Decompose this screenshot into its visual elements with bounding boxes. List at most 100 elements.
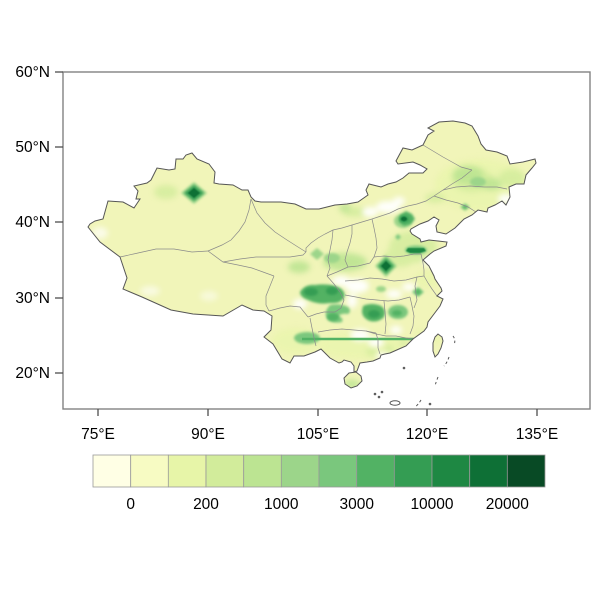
colorbar-tick-label: 3000 <box>339 496 374 513</box>
contour-patch <box>395 234 401 240</box>
contour-patch <box>324 253 340 263</box>
province-border <box>326 275 345 313</box>
contour-patch <box>415 329 425 337</box>
x-tick-label: 90°E <box>191 426 225 443</box>
contour-patch <box>406 248 426 253</box>
island-arc <box>443 356 450 367</box>
x-tick-label: 135°E <box>516 426 558 443</box>
colorbar-tick-label: 1000 <box>264 496 299 513</box>
contour-patch <box>344 380 360 388</box>
y-tick-label: 20°N <box>15 365 50 382</box>
province-border <box>265 275 275 312</box>
province-border <box>119 248 209 258</box>
province-border <box>305 169 473 252</box>
province-border <box>433 195 477 213</box>
island-arc <box>434 376 439 387</box>
province-border <box>222 251 307 263</box>
islet-dot <box>428 402 432 406</box>
island-arc <box>414 399 422 408</box>
colorbar-cell <box>469 454 508 488</box>
province-border <box>207 250 275 277</box>
province-border <box>344 294 411 302</box>
contour-patch <box>425 193 445 203</box>
no-data-patch <box>332 276 350 286</box>
contour-patch <box>399 339 409 347</box>
no-data-patch <box>140 286 160 296</box>
province-border <box>344 225 353 268</box>
coastlines <box>87 120 537 408</box>
x-tick-label: 120°E <box>406 426 448 443</box>
y-axis-labels: 60°N 50°N 40°N 30°N 20°N <box>15 64 50 382</box>
province-borders <box>119 144 508 355</box>
contour-patch <box>499 169 525 187</box>
no-data-patch <box>345 279 369 293</box>
contour-patch <box>304 288 318 296</box>
colorbar-cell <box>280 454 320 488</box>
colorbar-cell <box>393 454 433 488</box>
islet-dot <box>402 366 406 370</box>
y-tick-label: 50°N <box>15 139 50 156</box>
x-tick-label: 75°E <box>81 426 115 443</box>
no-data-patch <box>402 283 416 291</box>
plot-frame <box>62 71 591 410</box>
province-border <box>420 253 425 276</box>
patch-level-9 <box>406 248 426 253</box>
province-border <box>373 253 421 258</box>
island-arc <box>452 335 456 346</box>
colorbar-labels: 0 200 1000 3000 10000 20000 <box>126 496 529 513</box>
colorbar-cell <box>318 454 358 488</box>
colorbar-tick-label: 20000 <box>486 496 529 513</box>
no-data-patch <box>376 201 400 213</box>
province-border <box>207 198 252 252</box>
contour-patch <box>392 310 402 316</box>
contour-patch <box>326 287 338 295</box>
y-tick-label: 30°N <box>15 290 50 307</box>
no-data-patch <box>92 227 108 239</box>
contour-fill-layers <box>92 159 525 388</box>
province-border <box>365 330 414 340</box>
colorbar-cell <box>167 454 207 488</box>
no-data-patch <box>498 194 514 204</box>
no-data-patch <box>500 208 510 216</box>
contour-patch <box>376 286 386 292</box>
no-data-patch <box>362 207 378 217</box>
province-border <box>344 275 425 282</box>
no-data-patch <box>390 326 402 334</box>
islet-dot <box>373 392 377 396</box>
contour-patch <box>401 216 407 222</box>
no-data-patch <box>347 294 357 308</box>
no-data-patch <box>200 291 218 301</box>
contour-patch <box>339 204 351 212</box>
province-border <box>307 311 335 318</box>
y-tick-label: 60°N <box>15 64 50 81</box>
contour-patch <box>288 261 310 273</box>
islet-dot <box>380 390 384 394</box>
province-border <box>442 185 508 191</box>
contour-patch <box>368 310 380 318</box>
x-axis-labels: 75°E 90°E 105°E 120°E 135°E <box>81 426 558 443</box>
contour-patch <box>470 177 486 187</box>
islet-dot <box>377 395 381 399</box>
province-border <box>268 305 309 318</box>
province-border <box>309 317 317 347</box>
contour-patch <box>327 313 339 321</box>
contour-patch <box>154 185 178 199</box>
no-data-patch <box>393 197 405 205</box>
contour-patch <box>415 289 421 295</box>
x-tick-label: 105°E <box>297 426 339 443</box>
contour-patch <box>310 248 324 260</box>
colorbar-cell <box>506 454 546 488</box>
colorbar-cell <box>431 454 471 488</box>
colorbar-cell <box>205 454 245 488</box>
province-border <box>413 276 418 309</box>
axis-ticks <box>55 71 538 416</box>
province-border <box>383 300 387 335</box>
y-tick-label: 40°N <box>15 214 50 231</box>
colorbar-cell <box>92 454 132 488</box>
colorbar-tick-label: 10000 <box>410 496 453 513</box>
contour-patch <box>188 188 200 198</box>
colorbar-cell <box>130 454 169 488</box>
province-border <box>422 144 473 171</box>
